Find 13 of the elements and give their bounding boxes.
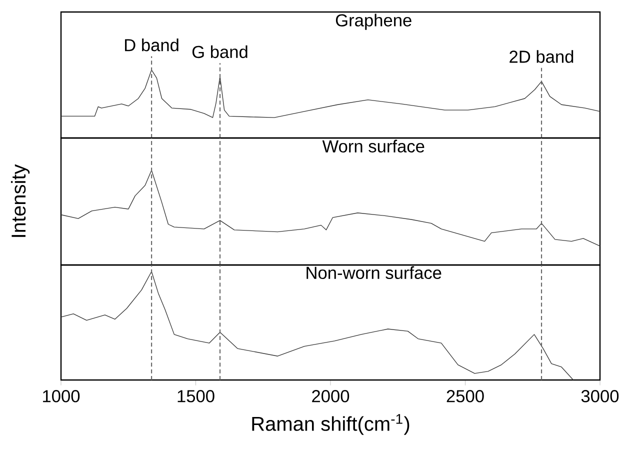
x-axis-title: Raman shift(cm$^{-1}$)	[252, 414, 410, 435]
chart-title: Graphene	[336, 14, 412, 30]
x-tick-label: 1500	[178, 390, 214, 402]
x-tick-label: 2000	[312, 390, 350, 402]
ref-line-label: D band	[125, 38, 178, 52]
x-tick-label: 3000	[581, 390, 619, 402]
chart-title: Non-worn surface	[306, 266, 442, 280]
ref-line-label: 2D band	[510, 50, 574, 63]
x-tick-label: 2500	[446, 390, 484, 402]
x-tick-label: 1000	[43, 390, 80, 402]
ref-line-label: G band	[192, 45, 248, 58]
chart-title: Worn surface	[322, 140, 424, 152]
y-axis-title: Intensity	[10, 164, 30, 237]
